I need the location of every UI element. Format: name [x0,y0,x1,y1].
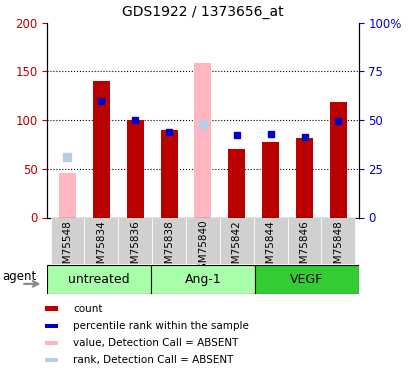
Text: count: count [73,303,103,313]
Bar [262,142,279,218]
Bar [93,81,110,218]
Text: percentile rank within the sample: percentile rank within the sample [73,321,249,331]
Text: GSM75838: GSM75838 [164,220,174,277]
Bar [228,149,245,217]
Text: GSM75834: GSM75834 [96,220,106,277]
Text: GSM75842: GSM75842 [231,220,241,277]
Bar [45,324,57,328]
Bar [47,265,151,294]
Text: VEGF: VEGF [290,273,323,286]
Text: GSM75836: GSM75836 [130,220,140,277]
Text: value, Detection Call = ABSENT: value, Detection Call = ABSENT [73,338,238,348]
Bar [118,217,152,264]
Bar [126,120,143,218]
Text: Ang-1: Ang-1 [184,273,221,286]
Bar [84,217,118,264]
Text: agent: agent [2,270,36,283]
Bar [186,217,219,264]
Bar [59,172,76,217]
Bar [45,358,57,362]
Text: GSM75548: GSM75548 [62,220,72,277]
Bar [160,130,177,218]
Bar [50,217,84,264]
Text: untreated: untreated [68,273,130,286]
Bar [45,340,57,345]
Bar [295,138,312,218]
Text: GSM75844: GSM75844 [265,220,275,277]
Bar [194,63,211,217]
Bar [219,217,253,264]
Text: GSM75846: GSM75846 [299,220,309,277]
Text: GSM75848: GSM75848 [333,220,343,277]
Bar [253,217,287,264]
Bar [329,102,346,218]
Bar [151,265,254,294]
Text: rank, Detection Call = ABSENT: rank, Detection Call = ABSENT [73,355,233,365]
Text: GSM75840: GSM75840 [198,220,207,276]
Bar [287,217,321,264]
Bar [152,217,186,264]
Bar [45,306,57,310]
Title: GDS1922 / 1373656_at: GDS1922 / 1373656_at [122,5,283,19]
Bar [254,265,358,294]
Bar [321,217,355,264]
